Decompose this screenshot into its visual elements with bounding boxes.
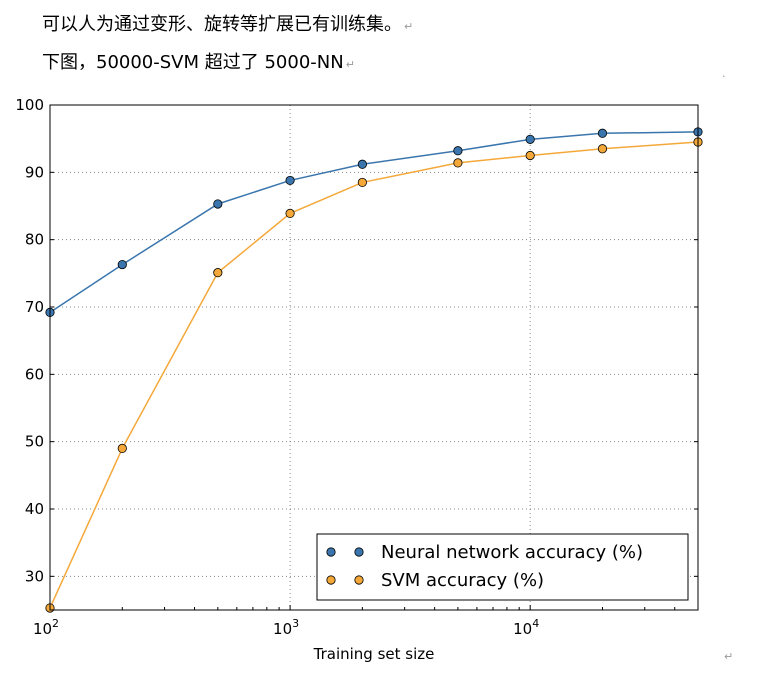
series-0-point [213,199,223,209]
plot-frame [49,104,699,611]
legend-marker [326,575,336,585]
series-0-point [285,175,295,186]
paragraph-mark-icon: ↵ [345,58,355,71]
series-1-point [117,443,127,453]
x-tick-label: 104 [513,617,539,638]
series-0-point [597,128,608,138]
series-1-point [357,177,367,188]
series-layer [45,127,703,613]
series-1-point [453,158,463,168]
x-axis-label: Training set size [313,645,435,663]
series-1-point [213,268,223,278]
y-tick-label: 50 [25,433,44,451]
doc-text-line-1-content: 可以人为通过变形、旋转等扩展已有训练集。 [42,14,402,35]
legend-box [316,533,689,601]
paragraph-mark-icon: ↵ [404,20,414,33]
series-1-point [285,208,295,219]
legend-marker [326,547,336,557]
series-0-point [117,259,127,270]
series-1-point [525,150,535,161]
series-0-point [453,146,463,156]
legend-label: Neural network accuracy (%) [381,542,643,563]
series-1-point [597,144,608,154]
y-tick-label: 90 [25,163,44,181]
y-tick-label: 70 [25,298,44,316]
series-0-point [525,134,535,144]
x-tick-label: 102 [33,617,59,638]
stray-mark-icon: · [722,70,726,83]
doc-text-line-2-content: 下图，50000-SVM 超过了 5000-NN [42,52,344,73]
legend-marker [354,547,364,557]
series-0-point [357,159,367,169]
legend-label: SVM accuracy (%) [381,570,544,591]
tick-layer: 30 40 50 60 70 80 90 100 102 103 104 [15,96,699,638]
legend-marker [354,575,364,585]
series-line-0 [49,131,699,314]
doc-text-line-1: 可以人为通过变形、旋转等扩展已有训练集。 ↵ [42,10,413,36]
y-tick-label: 100 [15,96,44,114]
y-tick-label: 60 [25,365,44,383]
paragraph-mark-icon: ↵ [724,650,734,663]
y-tick-label: 80 [25,231,44,249]
x-tick-label: 103 [273,617,299,638]
legend: Neural network accuracy (%) SVM accuracy … [316,533,689,601]
y-tick-label: 30 [25,567,44,585]
doc-text-line-2: 下图，50000-SVM 超过了 5000-NN ↵ [42,48,355,74]
y-tick-label: 40 [25,500,44,518]
